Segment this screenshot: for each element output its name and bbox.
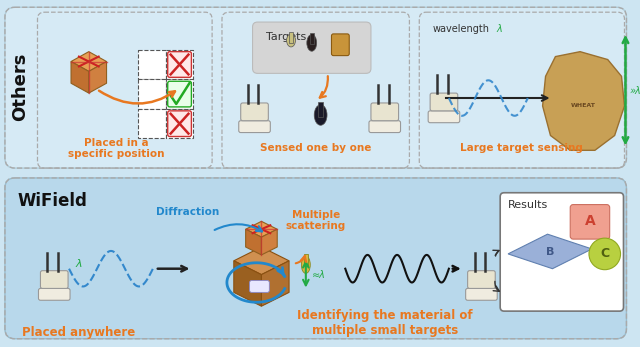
Ellipse shape bbox=[307, 35, 317, 51]
Polygon shape bbox=[508, 234, 592, 269]
FancyBboxPatch shape bbox=[466, 288, 497, 300]
Bar bbox=[289, 32, 293, 43]
FancyBboxPatch shape bbox=[369, 121, 401, 133]
FancyBboxPatch shape bbox=[332, 34, 349, 56]
Polygon shape bbox=[543, 52, 625, 150]
FancyBboxPatch shape bbox=[168, 52, 191, 77]
Polygon shape bbox=[246, 221, 277, 237]
FancyBboxPatch shape bbox=[500, 193, 623, 311]
FancyBboxPatch shape bbox=[168, 111, 191, 136]
Text: A: A bbox=[584, 214, 595, 228]
Text: Others: Others bbox=[11, 53, 29, 121]
Text: B: B bbox=[547, 247, 555, 257]
Text: Results: Results bbox=[508, 200, 548, 210]
Bar bbox=[138, 79, 166, 109]
FancyBboxPatch shape bbox=[239, 121, 270, 133]
FancyBboxPatch shape bbox=[250, 280, 269, 293]
Bar bbox=[138, 109, 166, 138]
FancyBboxPatch shape bbox=[168, 81, 191, 107]
Bar bbox=[318, 102, 323, 117]
Text: λ: λ bbox=[76, 259, 82, 269]
Text: ≈λ: ≈λ bbox=[312, 270, 326, 280]
FancyBboxPatch shape bbox=[570, 205, 610, 239]
Text: »λ: »λ bbox=[629, 86, 640, 96]
Polygon shape bbox=[234, 261, 261, 306]
Text: WiField: WiField bbox=[18, 192, 88, 210]
Text: C: C bbox=[600, 247, 609, 260]
Text: Diffraction: Diffraction bbox=[156, 208, 219, 218]
Text: Identifying the material of
multiple small targets: Identifying the material of multiple sma… bbox=[297, 309, 472, 337]
FancyBboxPatch shape bbox=[430, 93, 458, 111]
Text: λ: λ bbox=[496, 24, 502, 34]
Text: Multiple
scattering: Multiple scattering bbox=[285, 210, 346, 231]
Polygon shape bbox=[234, 247, 289, 274]
Text: Large target sensing: Large target sensing bbox=[460, 143, 583, 153]
FancyBboxPatch shape bbox=[241, 103, 268, 121]
Text: Sensed one by one: Sensed one by one bbox=[260, 143, 371, 153]
Text: Placed anywhere: Placed anywhere bbox=[22, 326, 136, 339]
Bar bbox=[166, 79, 193, 109]
Text: Placed in a
specific position: Placed in a specific position bbox=[68, 137, 164, 159]
Bar bbox=[166, 50, 193, 79]
Bar bbox=[310, 33, 314, 44]
Polygon shape bbox=[261, 261, 289, 306]
Polygon shape bbox=[261, 229, 277, 255]
Ellipse shape bbox=[301, 256, 310, 273]
Ellipse shape bbox=[287, 34, 296, 47]
FancyBboxPatch shape bbox=[371, 103, 399, 121]
FancyBboxPatch shape bbox=[428, 111, 460, 123]
Ellipse shape bbox=[314, 105, 327, 125]
Polygon shape bbox=[71, 52, 106, 71]
Bar bbox=[138, 50, 166, 79]
Bar bbox=[304, 254, 308, 266]
Text: wavelength: wavelength bbox=[432, 24, 489, 34]
FancyBboxPatch shape bbox=[5, 7, 627, 168]
Bar bbox=[166, 109, 193, 138]
Text: WHEAT: WHEAT bbox=[571, 103, 595, 108]
Polygon shape bbox=[71, 61, 89, 93]
FancyBboxPatch shape bbox=[5, 178, 627, 339]
Polygon shape bbox=[89, 61, 106, 93]
Circle shape bbox=[589, 238, 621, 270]
FancyBboxPatch shape bbox=[253, 22, 371, 73]
FancyBboxPatch shape bbox=[40, 271, 68, 288]
FancyBboxPatch shape bbox=[38, 288, 70, 300]
Polygon shape bbox=[246, 229, 261, 255]
Text: Targets: Targets bbox=[266, 32, 307, 42]
FancyBboxPatch shape bbox=[468, 271, 495, 288]
